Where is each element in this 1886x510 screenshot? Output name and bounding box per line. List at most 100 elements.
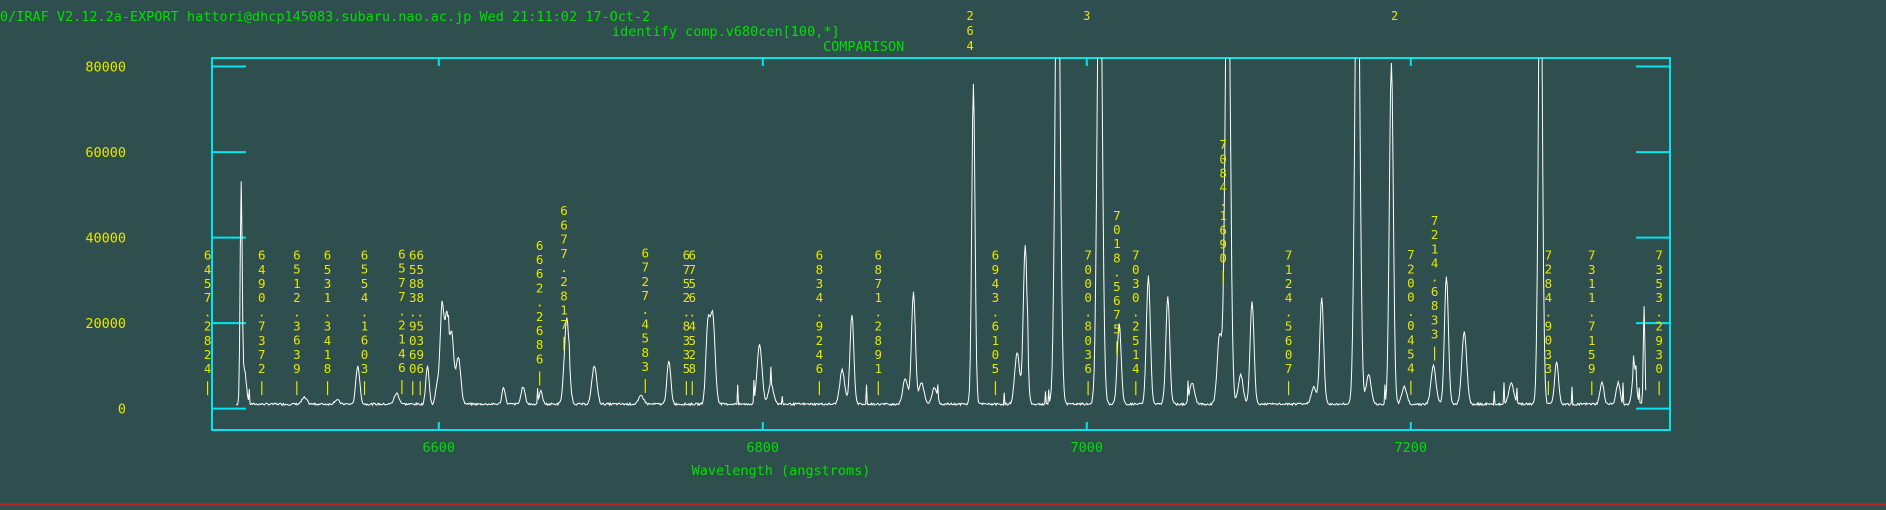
line-id-char: 3 — [361, 361, 369, 376]
line-id-char: 1 — [875, 290, 883, 305]
line-id-char: 5 — [688, 276, 696, 291]
line-id-char: 4 — [1407, 361, 1415, 376]
line-id-char: 1 — [1113, 236, 1121, 251]
overflow-digit: 3 — [1083, 9, 1090, 23]
line-id-char: . — [1219, 194, 1227, 209]
line-id-char: 6 — [536, 323, 544, 338]
line-id-char: 2 — [293, 290, 301, 305]
line-id-char: 6 — [398, 360, 406, 375]
line-id-char: 6 — [416, 248, 424, 263]
line-id-char: 7 — [1113, 208, 1121, 223]
line-id-char: 7 — [683, 262, 691, 277]
line-id-char: 9 — [1219, 237, 1227, 252]
line-id-char: 2 — [1431, 227, 1439, 242]
line-id-char: 5 — [1132, 333, 1140, 348]
line-id-char: 4 — [816, 347, 824, 362]
line-id-char: 2 — [688, 347, 696, 362]
line-id-char: 6 — [1084, 361, 1092, 376]
line-id-char: 3 — [1655, 290, 1663, 305]
line-id-char: 0 — [361, 347, 369, 362]
line-id-char: 2 — [258, 361, 266, 376]
line-id-char: 6 — [688, 248, 696, 263]
line-id-char: 0 — [1219, 251, 1227, 266]
line-id-char: 1 — [560, 303, 568, 318]
line-id-char: 6 — [1431, 284, 1439, 299]
line-id-char: 7 — [398, 275, 406, 290]
line-id-char: 4 — [324, 333, 332, 348]
line-id-char: 3 — [816, 276, 824, 291]
line-id-char: 5 — [293, 262, 301, 277]
line-id-char: 6 — [361, 248, 369, 263]
line-id-char: 6 — [536, 266, 544, 281]
line-id-char: 3 — [1431, 312, 1439, 327]
line-id-char: 0 — [1084, 290, 1092, 305]
line-id-char: . — [1113, 265, 1121, 280]
line-id-char: 9 — [875, 347, 883, 362]
line-id-char: 6 — [361, 333, 369, 348]
line-id-char: 3 — [293, 347, 301, 362]
plot-frame — [211, 57, 1671, 431]
line-id-char: 1 — [875, 361, 883, 376]
window-border — [0, 503, 1886, 506]
line-id-char: 1 — [1219, 208, 1227, 223]
line-id-char: 1 — [1285, 262, 1293, 277]
line-id-char: 4 — [1132, 361, 1140, 376]
line-id-char: 7 — [258, 347, 266, 362]
line-id-char: 6 — [409, 347, 417, 362]
line-id-char: 3 — [642, 359, 650, 374]
line-id-char: 3 — [1655, 262, 1663, 277]
line-id-char: 3 — [1084, 347, 1092, 362]
line-id-char: 9 — [409, 319, 417, 334]
line-id-char: 8 — [875, 262, 883, 277]
line-id-char: 3 — [293, 319, 301, 334]
line-id-char: 1 — [1431, 241, 1439, 256]
line-id-char: 3 — [1132, 276, 1140, 291]
line-id-char: 4 — [1545, 290, 1553, 305]
line-id-char: 1 — [1588, 290, 1596, 305]
line-id-char: 0 — [1285, 347, 1293, 362]
line-id-char: 8 — [875, 333, 883, 348]
line-id-char: 7 — [1588, 319, 1596, 334]
line-id-char: . — [992, 304, 1000, 319]
line-id-char: 5 — [642, 331, 650, 346]
line-id-char: 6 — [409, 248, 417, 263]
line-id-char: 7 — [875, 276, 883, 291]
y-tick-label: 0 — [118, 402, 126, 418]
line-id-char: . — [816, 304, 824, 319]
line-id-char: 8 — [1219, 166, 1227, 181]
line-id-char: 2 — [683, 290, 691, 305]
x-tick-label: 7000 — [1071, 440, 1104, 456]
line-id-char: 7 — [688, 262, 696, 277]
line-id-char: 9 — [816, 319, 824, 334]
line-id-char: 4 — [642, 316, 650, 331]
line-id-char: 3 — [1588, 262, 1596, 277]
line-id-char: 9 — [1545, 319, 1553, 334]
line-id-char: 6 — [560, 203, 568, 218]
line-id-char: . — [1431, 270, 1439, 285]
line-id-char: 5 — [1285, 319, 1293, 334]
line-id-char: 6 — [683, 248, 691, 263]
line-id-char: 6 — [204, 248, 212, 263]
line-id-char: 6 — [536, 252, 544, 267]
overflow-digit: 6 — [967, 24, 974, 38]
line-id-char: 2 — [1132, 319, 1140, 334]
line-id-char: 6 — [536, 238, 544, 253]
overflow-digit: 2 — [967, 9, 974, 23]
line-id-char: 5 — [683, 361, 691, 376]
spectrum-trace — [235, 58, 1647, 407]
line-id-char: 0 — [1655, 361, 1663, 376]
line-id-char: 8 — [409, 276, 417, 291]
line-id-char: 3 — [1431, 327, 1439, 342]
line-id-char: 8 — [683, 319, 691, 334]
line-id-char: 4 — [688, 319, 696, 334]
line-id-char: 7 — [560, 317, 568, 332]
line-id-char: 4 — [1431, 256, 1439, 271]
line-id-char: 3 — [1545, 361, 1553, 376]
